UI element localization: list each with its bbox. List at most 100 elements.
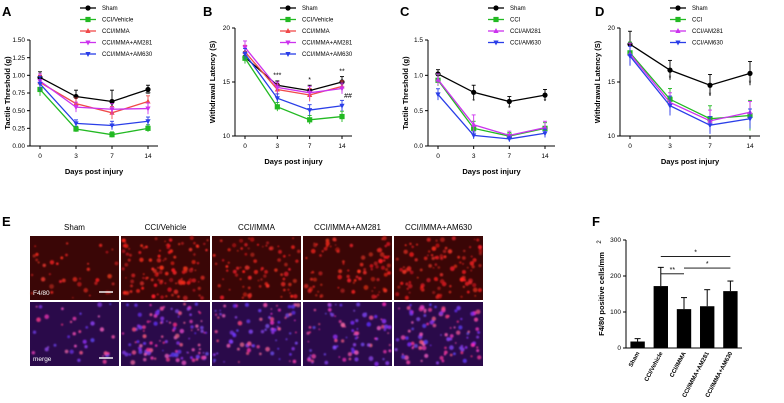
d-data-point [707,123,713,129]
cell [376,293,380,297]
cell [67,335,71,339]
cell [291,245,295,250]
cell [454,309,458,313]
cell [97,302,103,308]
cell [411,346,414,350]
f-category-label: CCI/Vehicle [644,351,665,383]
cell [449,345,454,350]
f-bar [700,306,715,348]
micrograph-cells [303,236,391,299]
a-legend-entry: CCI/IMMA+AM281 [102,41,153,47]
cell [459,277,465,282]
a-x-axis-label: Days post injury [65,167,124,176]
a-legend-marker [85,16,91,23]
cell [30,273,34,277]
cell [416,317,421,322]
cell [189,236,194,240]
cell [128,353,132,356]
cell [407,329,411,333]
cell [334,244,337,246]
cell [190,325,194,329]
cell [305,256,308,260]
cell [456,305,461,311]
cell [32,254,36,258]
cell [406,360,411,365]
cell [440,237,445,243]
cell [169,249,174,253]
cell [332,237,337,242]
cell [186,351,189,354]
cell [351,329,355,333]
cell [403,249,408,255]
cell [111,248,114,251]
cell [338,356,341,358]
cell [214,309,217,312]
cell [431,256,435,261]
cell [369,264,374,268]
cell [183,302,186,306]
cell [453,352,456,356]
cell [388,349,392,353]
cell [344,325,347,328]
micrograph-column-label: CCI/Vehicle [145,223,187,232]
cell [296,303,301,308]
cell [289,292,291,294]
cell [206,239,209,242]
cell [352,281,356,284]
cell [167,243,169,245]
c-legend-entry: CCI/AM281 [510,29,542,35]
cell [401,354,406,360]
cell [177,311,182,316]
cell [410,341,415,346]
cell [470,311,475,316]
cell [466,332,470,336]
cell [274,268,278,272]
cell [453,264,458,269]
cell [419,268,423,272]
cell [139,257,144,262]
cell [468,280,473,285]
cell [441,281,447,287]
micrograph-column-label: Sham [64,223,85,232]
cell [142,276,145,280]
cell [382,236,387,241]
cell [204,331,208,334]
cell [437,294,442,299]
cell [387,271,391,275]
cell [277,327,281,331]
cell [242,292,248,297]
cell [409,303,412,307]
cell [420,359,423,363]
cell [128,343,132,347]
cell [244,265,250,270]
cell [142,273,145,275]
cell [337,286,340,289]
cell [217,316,220,319]
cell [289,353,292,356]
cell [432,323,437,328]
cell [87,262,89,265]
c-x-tick-label: 3 [472,153,476,160]
cell [170,261,175,266]
cell [222,278,224,281]
cell [354,350,359,355]
cell [263,302,268,308]
cell [449,326,452,329]
micrograph-cells [212,302,301,364]
cell [309,354,312,357]
cell [437,286,441,291]
cell [191,278,197,283]
cell [363,268,367,271]
c-significance-mark: * [472,99,475,106]
cell [383,324,389,329]
cell [347,352,352,357]
cell [437,266,441,269]
d-x-axis-label: Days post injury [661,157,720,166]
cell [353,309,356,312]
cell [60,323,64,326]
cell [477,330,481,334]
c-legend-marker [493,40,499,46]
cell [158,270,163,275]
cell [360,342,365,347]
cell [241,296,244,299]
